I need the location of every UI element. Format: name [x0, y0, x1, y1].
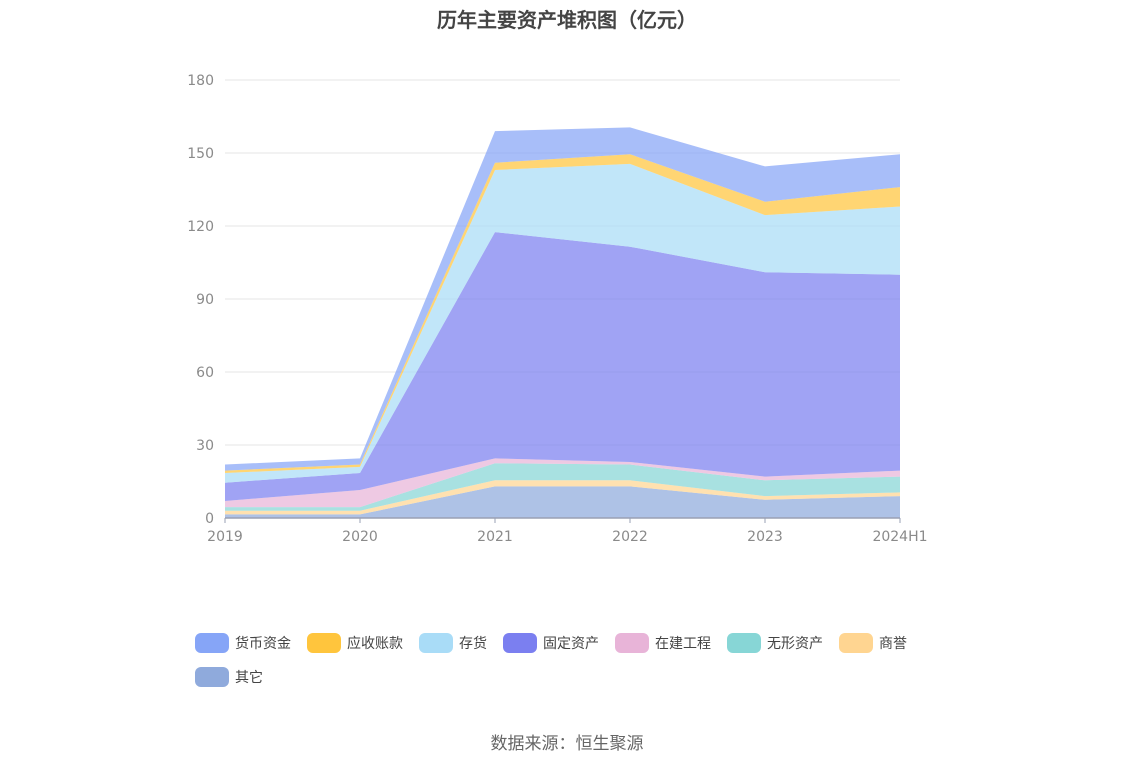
legend-label: 应收账款 [347, 636, 403, 652]
legend-swatch [419, 633, 453, 653]
data-source-note: 数据来源：恒生聚源 [490, 734, 644, 754]
legend-label: 无形资产 [767, 636, 823, 652]
y-axis-ticks: 0 30 60 90 120 150 180 [187, 73, 214, 527]
y-tick-label: 180 [187, 73, 214, 89]
legend-item[interactable]: 固定资产 [503, 630, 599, 656]
x-tick-label: 2022 [612, 529, 648, 545]
legend-swatch [307, 633, 341, 653]
legend-swatch [195, 633, 229, 653]
legend-item[interactable]: 存货 [419, 630, 487, 656]
legend-swatch [195, 667, 229, 687]
x-tick-label: 2019 [207, 529, 243, 545]
x-tick-label: 2020 [342, 529, 378, 545]
y-tick-label: 60 [196, 365, 214, 381]
x-tick-label: 2024H1 [872, 529, 927, 545]
legend-label: 在建工程 [655, 636, 711, 652]
y-tick-label: 120 [187, 219, 214, 235]
area-series[interactable] [225, 458, 900, 508]
legend-item[interactable]: 应收账款 [307, 630, 403, 656]
x-axis [224, 517, 901, 523]
legend-label: 存货 [459, 636, 487, 652]
y-tick-label: 30 [196, 438, 214, 454]
legend-item[interactable]: 在建工程 [615, 630, 711, 656]
legend-swatch [839, 633, 873, 653]
legend-swatch [615, 633, 649, 653]
x-axis-ticks: 2019 2020 2021 2022 2023 2024H1 [207, 529, 927, 545]
stacked-area-chart: 0 30 60 90 120 150 180 2019 2020 2021 2022 2023 202… [187, 73, 927, 545]
legend-item[interactable]: 其它 [195, 664, 263, 690]
area-series[interactable] [225, 232, 900, 501]
chart-legend: 货币资金 应收账款 存货 固定资产 在建工程 无形资产 商誉其它 [195, 630, 955, 698]
legend-item[interactable]: 商誉 [839, 630, 907, 656]
legend-label: 固定资产 [543, 636, 599, 652]
area-series[interactable] [225, 486, 900, 518]
legend-label: 货币资金 [235, 636, 291, 652]
legend-item[interactable]: 货币资金 [195, 630, 291, 656]
legend-label: 商誉 [879, 636, 907, 652]
y-tick-label: 0 [205, 511, 214, 527]
x-tick-label: 2021 [477, 529, 513, 545]
area-series[interactable] [225, 127, 900, 471]
area-series[interactable] [225, 463, 900, 511]
x-tick-label: 2023 [747, 529, 783, 545]
y-tick-label: 150 [187, 146, 214, 162]
y-tick-label: 90 [196, 292, 214, 308]
legend-swatch [727, 633, 761, 653]
chart-title: 历年主要资产堆积图（亿元） [437, 8, 697, 32]
legend-swatch [503, 633, 537, 653]
area-series[interactable] [225, 163, 900, 483]
legend-item[interactable]: 无形资产 [727, 630, 823, 656]
series-areas [225, 127, 900, 518]
legend-label: 其它 [235, 670, 263, 686]
area-series[interactable] [225, 480, 900, 515]
